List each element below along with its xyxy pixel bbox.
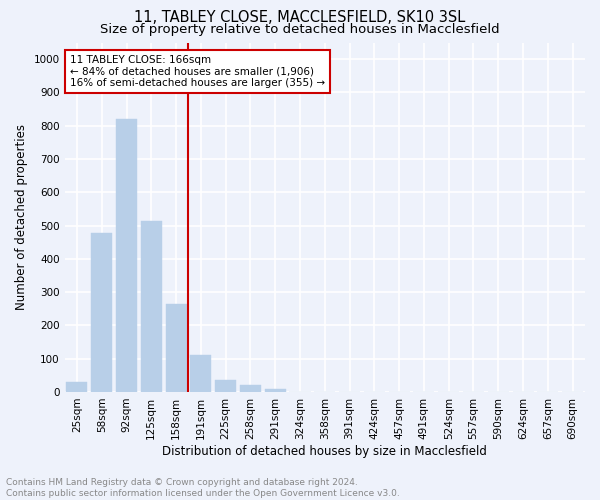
Bar [116,119,137,392]
Y-axis label: Number of detached properties: Number of detached properties [15,124,28,310]
Bar [67,382,88,392]
Text: 11 TABLEY CLOSE: 166sqm
← 84% of detached houses are smaller (1,906)
16% of semi: 11 TABLEY CLOSE: 166sqm ← 84% of detache… [70,54,325,88]
Bar [190,356,211,392]
Bar [166,304,187,392]
X-axis label: Distribution of detached houses by size in Macclesfield: Distribution of detached houses by size … [163,444,487,458]
Bar [215,380,236,392]
Bar [91,233,112,392]
Bar [265,388,286,392]
Text: Contains HM Land Registry data © Crown copyright and database right 2024.
Contai: Contains HM Land Registry data © Crown c… [6,478,400,498]
Text: Size of property relative to detached houses in Macclesfield: Size of property relative to detached ho… [100,22,500,36]
Text: 11, TABLEY CLOSE, MACCLESFIELD, SK10 3SL: 11, TABLEY CLOSE, MACCLESFIELD, SK10 3SL [134,10,466,25]
Bar [141,220,162,392]
Bar [240,384,261,392]
